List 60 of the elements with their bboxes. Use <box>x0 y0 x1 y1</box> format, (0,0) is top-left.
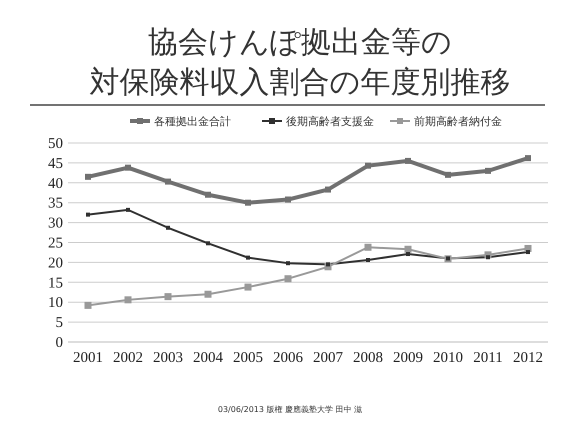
x-tick-label: 2003 <box>153 350 183 366</box>
y-tick-label: 50 <box>48 136 63 152</box>
point <box>366 258 370 262</box>
point <box>204 290 212 298</box>
point <box>445 172 451 178</box>
y-tick-label: 40 <box>48 176 63 192</box>
chart-title: 協会けんぽ拠出金等の <box>148 25 452 60</box>
x-tick-label: 2007 <box>313 350 344 366</box>
point <box>526 250 530 254</box>
point <box>86 212 90 217</box>
point <box>365 162 371 169</box>
point <box>206 241 210 246</box>
x-tick-label: 2010 <box>433 350 463 366</box>
point <box>326 262 330 266</box>
point <box>284 275 292 282</box>
point <box>525 155 531 162</box>
point <box>406 252 410 256</box>
point <box>245 200 251 206</box>
y-tick-label: 35 <box>48 196 63 212</box>
x-tick-label: 2004 <box>193 350 224 366</box>
point <box>485 168 491 174</box>
point <box>286 261 290 266</box>
legend-label: 後期高齢者支援金 <box>286 115 374 128</box>
y-tick-label: 45 <box>48 156 63 172</box>
point <box>405 158 411 164</box>
point <box>124 296 132 304</box>
y-tick-label: 5 <box>56 315 63 332</box>
point <box>205 192 211 198</box>
point <box>84 302 92 309</box>
text: 03/06/2013 版権 慶應義塾大学 田中 滋 <box>218 405 362 414</box>
x-tick-label: 2012 <box>513 350 543 366</box>
y-tick-label: 10 <box>48 295 63 312</box>
legend-label: 前期高齢者納付金 <box>414 115 502 128</box>
chart-subtitle: 対保険料収入割合の年度別推移 <box>90 65 510 100</box>
point <box>246 256 250 260</box>
x-tick-label: 2001 <box>73 350 103 366</box>
x-tick-label: 2011 <box>473 350 503 366</box>
point <box>325 186 331 193</box>
x-tick-label: 2008 <box>353 350 383 366</box>
y-tick-label: 30 <box>48 216 63 232</box>
y-tick-label: 0 <box>56 335 63 351</box>
x-tick-label: 2005 <box>233 350 263 366</box>
point <box>85 174 91 180</box>
x-tick-label: 2006 <box>273 350 304 366</box>
point <box>285 196 291 203</box>
point <box>165 178 171 185</box>
y-tick-label: 20 <box>48 255 63 272</box>
x-tick-label: 2009 <box>393 350 423 366</box>
point <box>404 246 412 253</box>
point <box>166 226 170 230</box>
point <box>126 208 130 212</box>
point <box>125 164 131 171</box>
y-tick-label: 15 <box>48 275 63 292</box>
point <box>244 284 252 291</box>
point <box>164 293 172 300</box>
point <box>364 244 372 251</box>
x-tick-label: 2002 <box>113 350 143 366</box>
y-tick-label: 25 <box>48 236 63 252</box>
point <box>486 255 490 260</box>
legend-label: 各種拠出金合計 <box>154 115 231 128</box>
